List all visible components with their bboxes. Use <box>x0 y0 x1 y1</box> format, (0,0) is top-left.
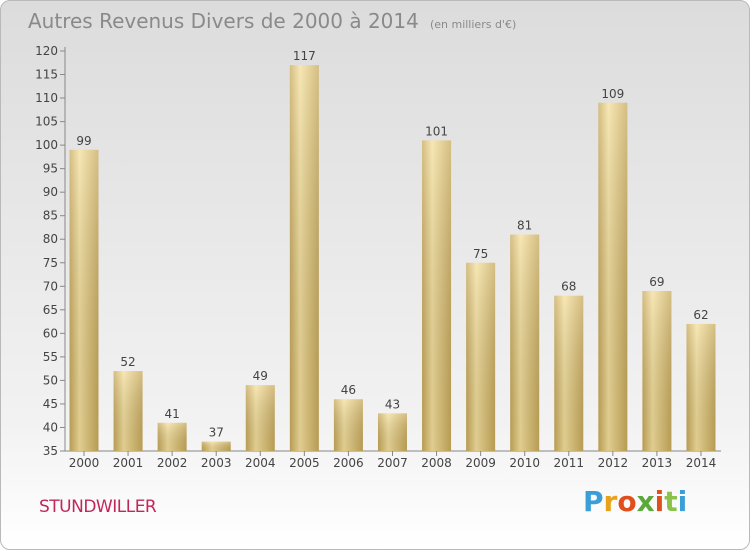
bar-value-label: 81 <box>517 219 532 233</box>
y-tick-label: 80 <box>43 232 58 246</box>
bar-shade <box>686 323 716 451</box>
logo-letter: t <box>664 485 678 518</box>
x-tick-label: 2002 <box>157 456 188 470</box>
bar-shade <box>422 140 452 452</box>
bar-shade <box>642 291 672 451</box>
logo-letter: i <box>654 485 665 518</box>
y-tick-label: 60 <box>43 326 58 340</box>
logo-letter: o <box>617 485 637 518</box>
town-name: STUNDWILLER <box>39 497 157 517</box>
y-tick-label: 110 <box>35 91 58 105</box>
bar-shade <box>157 422 187 451</box>
bar-shade <box>69 149 99 451</box>
x-tick-label: 2010 <box>509 456 540 470</box>
bar-value-label: 101 <box>425 124 448 138</box>
bar-value-label: 109 <box>601 87 624 101</box>
bar-shade <box>289 65 319 451</box>
y-tick-label: 115 <box>35 68 58 82</box>
x-tick-label: 2005 <box>289 456 320 470</box>
title-row: Autres Revenus Divers de 2000 à 2014 (en… <box>28 9 516 33</box>
proxiti-logo[interactable]: Proxiti <box>583 485 687 518</box>
x-tick-label: 2000 <box>69 456 100 470</box>
y-tick-label: 55 <box>43 350 58 364</box>
chart-title: Autres Revenus Divers de 2000 à 2014 <box>28 9 419 33</box>
bar-value-label: 75 <box>473 247 488 261</box>
logo-letter: r <box>603 485 618 518</box>
bar-value-label: 49 <box>253 369 268 383</box>
chart-subtitle: (en milliers d'€) <box>429 18 517 31</box>
x-tick-label: 2014 <box>686 456 717 470</box>
logo-letter: x <box>636 485 655 518</box>
y-tick-label: 85 <box>43 209 58 223</box>
bar-shade <box>245 385 275 451</box>
x-tick-label: 2011 <box>553 456 584 470</box>
y-tick-label: 45 <box>43 397 58 411</box>
y-tick-label: 95 <box>43 162 58 176</box>
bar-value-label: 68 <box>561 280 576 294</box>
bar-value-label: 99 <box>76 134 91 148</box>
x-tick-label: 2003 <box>201 456 232 470</box>
logo-letter: P <box>583 485 604 518</box>
bar-value-label: 46 <box>341 383 356 397</box>
y-tick-label: 50 <box>43 373 58 387</box>
logo-letter: i <box>677 485 688 518</box>
bar-shade <box>113 371 143 451</box>
x-tick-label: 2007 <box>377 456 408 470</box>
bar-value-label: 117 <box>293 49 316 63</box>
y-tick-label: 65 <box>43 303 58 317</box>
bar-value-label: 43 <box>385 397 400 411</box>
bar-shade <box>554 295 584 451</box>
y-tick-label: 70 <box>43 279 58 293</box>
y-tick-label: 120 <box>35 44 58 58</box>
x-tick-label: 2006 <box>333 456 364 470</box>
x-tick-label: 2009 <box>465 456 496 470</box>
bar-value-label: 41 <box>164 407 179 421</box>
x-tick-label: 2004 <box>245 456 276 470</box>
bar-value-label: 52 <box>120 355 135 369</box>
bar-shade <box>510 234 540 451</box>
bar-value-label: 69 <box>649 275 664 289</box>
bar-shade <box>333 399 363 451</box>
x-tick-label: 2013 <box>642 456 673 470</box>
x-tick-label: 2008 <box>421 456 452 470</box>
bar-value-label: 62 <box>693 308 708 322</box>
y-tick-label: 35 <box>43 444 58 458</box>
bar-value-label: 37 <box>209 426 224 440</box>
bar-shade <box>377 413 407 451</box>
x-tick-label: 2012 <box>598 456 629 470</box>
y-tick-label: 105 <box>35 115 58 129</box>
x-tick-label: 2001 <box>113 456 144 470</box>
bar-shade <box>466 262 496 451</box>
bar-shade <box>598 102 628 451</box>
y-tick-label: 75 <box>43 256 58 270</box>
bar-shade <box>201 441 231 451</box>
y-tick-label: 90 <box>43 185 58 199</box>
y-tick-label: 100 <box>35 138 58 152</box>
y-tick-label: 40 <box>43 420 58 434</box>
